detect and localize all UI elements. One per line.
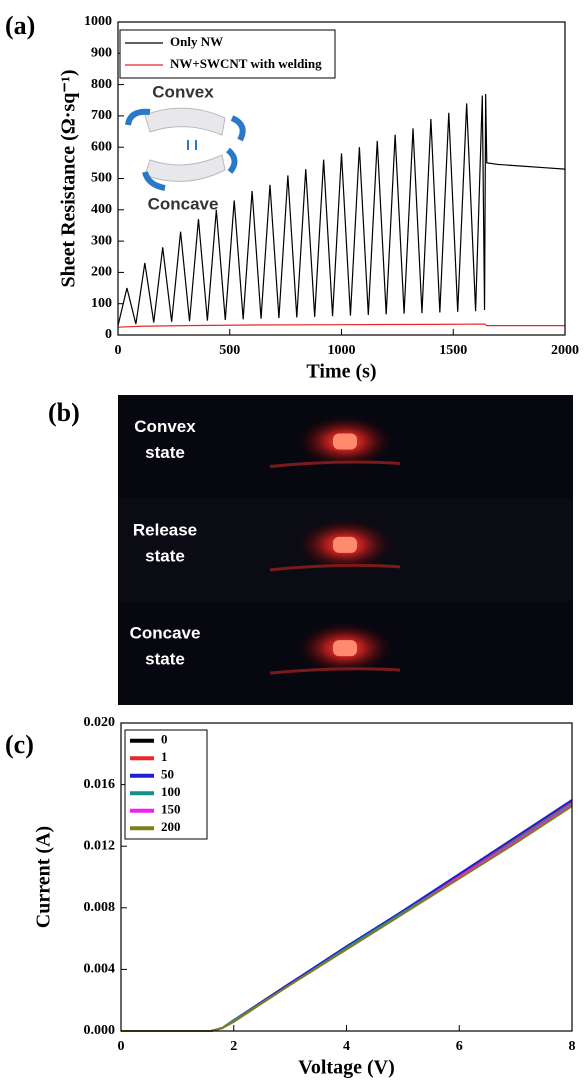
- y-tick-label: 800: [91, 77, 112, 92]
- x-tick-label: 4: [343, 1039, 350, 1054]
- panel-label: (a): [5, 11, 35, 40]
- y-tick-label: 1000: [84, 14, 112, 29]
- x-axis-label: Time (s): [306, 361, 376, 383]
- data-line: [117, 93, 566, 326]
- x-tick-label: 6: [456, 1039, 463, 1054]
- y-tick-label: 200: [91, 265, 112, 280]
- legend-label: NW+SWCNT with welding: [170, 56, 322, 71]
- photo-label: state: [145, 650, 185, 669]
- y-tick-label: 0.012: [84, 838, 116, 853]
- y-axis-label: Sheet Resistance (Ω·sq⁻¹): [58, 69, 80, 287]
- photo-label: Concave: [130, 624, 201, 643]
- x-tick-label: 1000: [328, 343, 356, 358]
- legend-label: 150: [161, 802, 181, 817]
- inset-illustration: [125, 107, 246, 191]
- film: [269, 667, 401, 675]
- y-tick-label: 400: [91, 202, 112, 217]
- y-tick-label: 0: [105, 327, 112, 342]
- y-tick-label: 600: [91, 139, 112, 154]
- legend-label: 50: [161, 767, 174, 782]
- photo-label: Convex: [134, 417, 196, 436]
- x-tick-label: 2000: [551, 343, 579, 358]
- photo-label: state: [145, 443, 185, 462]
- annotation: Convex: [152, 82, 214, 101]
- y-tick-label: 0.000: [84, 1023, 116, 1038]
- legend-box: [124, 729, 208, 840]
- panel-label: (c): [5, 730, 34, 759]
- legend-label: 0: [161, 732, 168, 747]
- y-tick-label: 0.020: [84, 715, 116, 730]
- legend-label: 1: [161, 749, 168, 764]
- y-axis-label: Current (A): [33, 826, 55, 928]
- y-tick-label: 300: [91, 233, 112, 248]
- panel-label: (b): [48, 398, 80, 427]
- y-tick-label: 500: [91, 171, 112, 186]
- annotation: Concave: [148, 194, 219, 213]
- photo-label: state: [145, 546, 185, 565]
- x-tick-label: 1500: [439, 343, 467, 358]
- data-line: [121, 805, 573, 1032]
- x-tick-label: 2: [230, 1039, 237, 1054]
- data-line: [117, 323, 565, 328]
- y-tick-label: 900: [91, 46, 112, 61]
- photo-label: Release: [133, 520, 197, 539]
- legend-box: [119, 29, 336, 79]
- x-tick-label: 0: [115, 343, 122, 358]
- legend-label: 100: [161, 784, 181, 799]
- x-tick-label: 0: [118, 1039, 125, 1054]
- y-tick-label: 0.004: [84, 962, 116, 977]
- x-tick-label: 8: [569, 1039, 576, 1054]
- led: [333, 536, 357, 553]
- plot-frame: [117, 21, 566, 336]
- y-tick-label: 0.016: [84, 777, 116, 792]
- x-axis-label: Voltage (V): [298, 1057, 394, 1079]
- y-tick-label: 700: [91, 108, 112, 123]
- led: [333, 640, 357, 657]
- x-tick-label: 500: [219, 343, 240, 358]
- film: [269, 460, 401, 468]
- y-tick-label: 100: [91, 296, 112, 311]
- y-tick-label: 0.008: [84, 900, 116, 915]
- led: [333, 433, 357, 450]
- legend-label: Only NW: [170, 34, 223, 49]
- plot-frame: [120, 722, 573, 1032]
- legend-label: 200: [161, 819, 181, 834]
- film: [269, 563, 401, 572]
